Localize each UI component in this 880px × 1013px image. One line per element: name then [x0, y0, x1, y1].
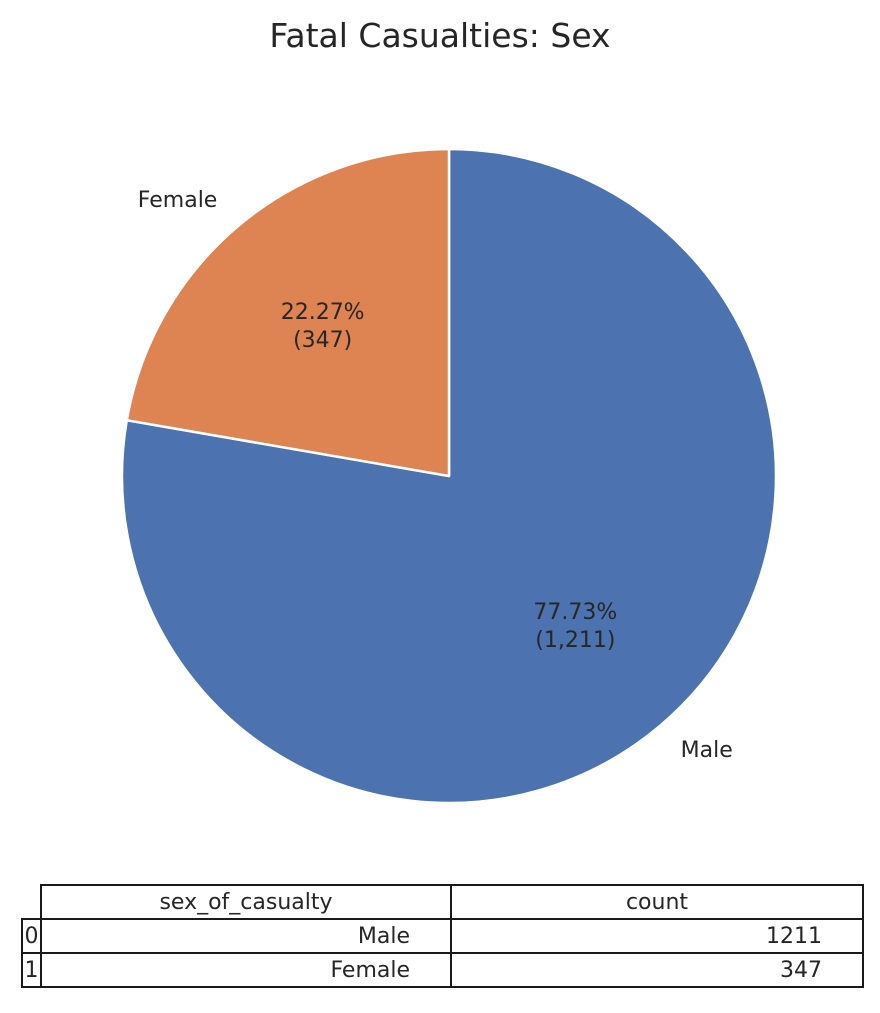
row-index: 1	[21, 952, 42, 988]
cell-sex-of-casualty: Female	[40, 952, 452, 988]
cell-sex-of-casualty: Male	[40, 918, 452, 954]
row-index: 0	[21, 918, 42, 954]
cell-count: 1211	[450, 918, 864, 954]
slice-label-male: Male	[681, 738, 733, 763]
count-label-male: (1,211)	[535, 628, 615, 653]
pie-chart: Male 77.73% (1,211) Female 22.27% (347)	[120, 147, 778, 805]
table-row: 0 Male 1211	[21, 918, 864, 954]
chart-title: Fatal Casualties: Sex	[269, 16, 611, 55]
percent-label-female: 22.27%	[281, 300, 365, 325]
table-index-header	[22, 885, 41, 919]
table-header-row: sex_of_casualty count	[22, 884, 864, 920]
table-row: 1 Female 347	[21, 952, 864, 988]
column-header-count: count	[450, 884, 864, 920]
count-label-female: (347)	[293, 328, 352, 353]
slice-label-female: Female	[138, 188, 218, 213]
cell-count: 347	[450, 952, 864, 988]
data-table: sex_of_casualty count 0 Male 1211 1 Fema…	[21, 884, 864, 988]
percent-label-male: 77.73%	[533, 600, 617, 625]
pie-slice-female	[125, 147, 451, 478]
column-header-sex-of-casualty: sex_of_casualty	[40, 884, 452, 920]
